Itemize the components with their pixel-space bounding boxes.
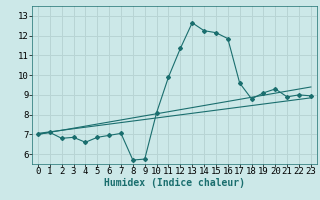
X-axis label: Humidex (Indice chaleur): Humidex (Indice chaleur)	[104, 178, 245, 188]
